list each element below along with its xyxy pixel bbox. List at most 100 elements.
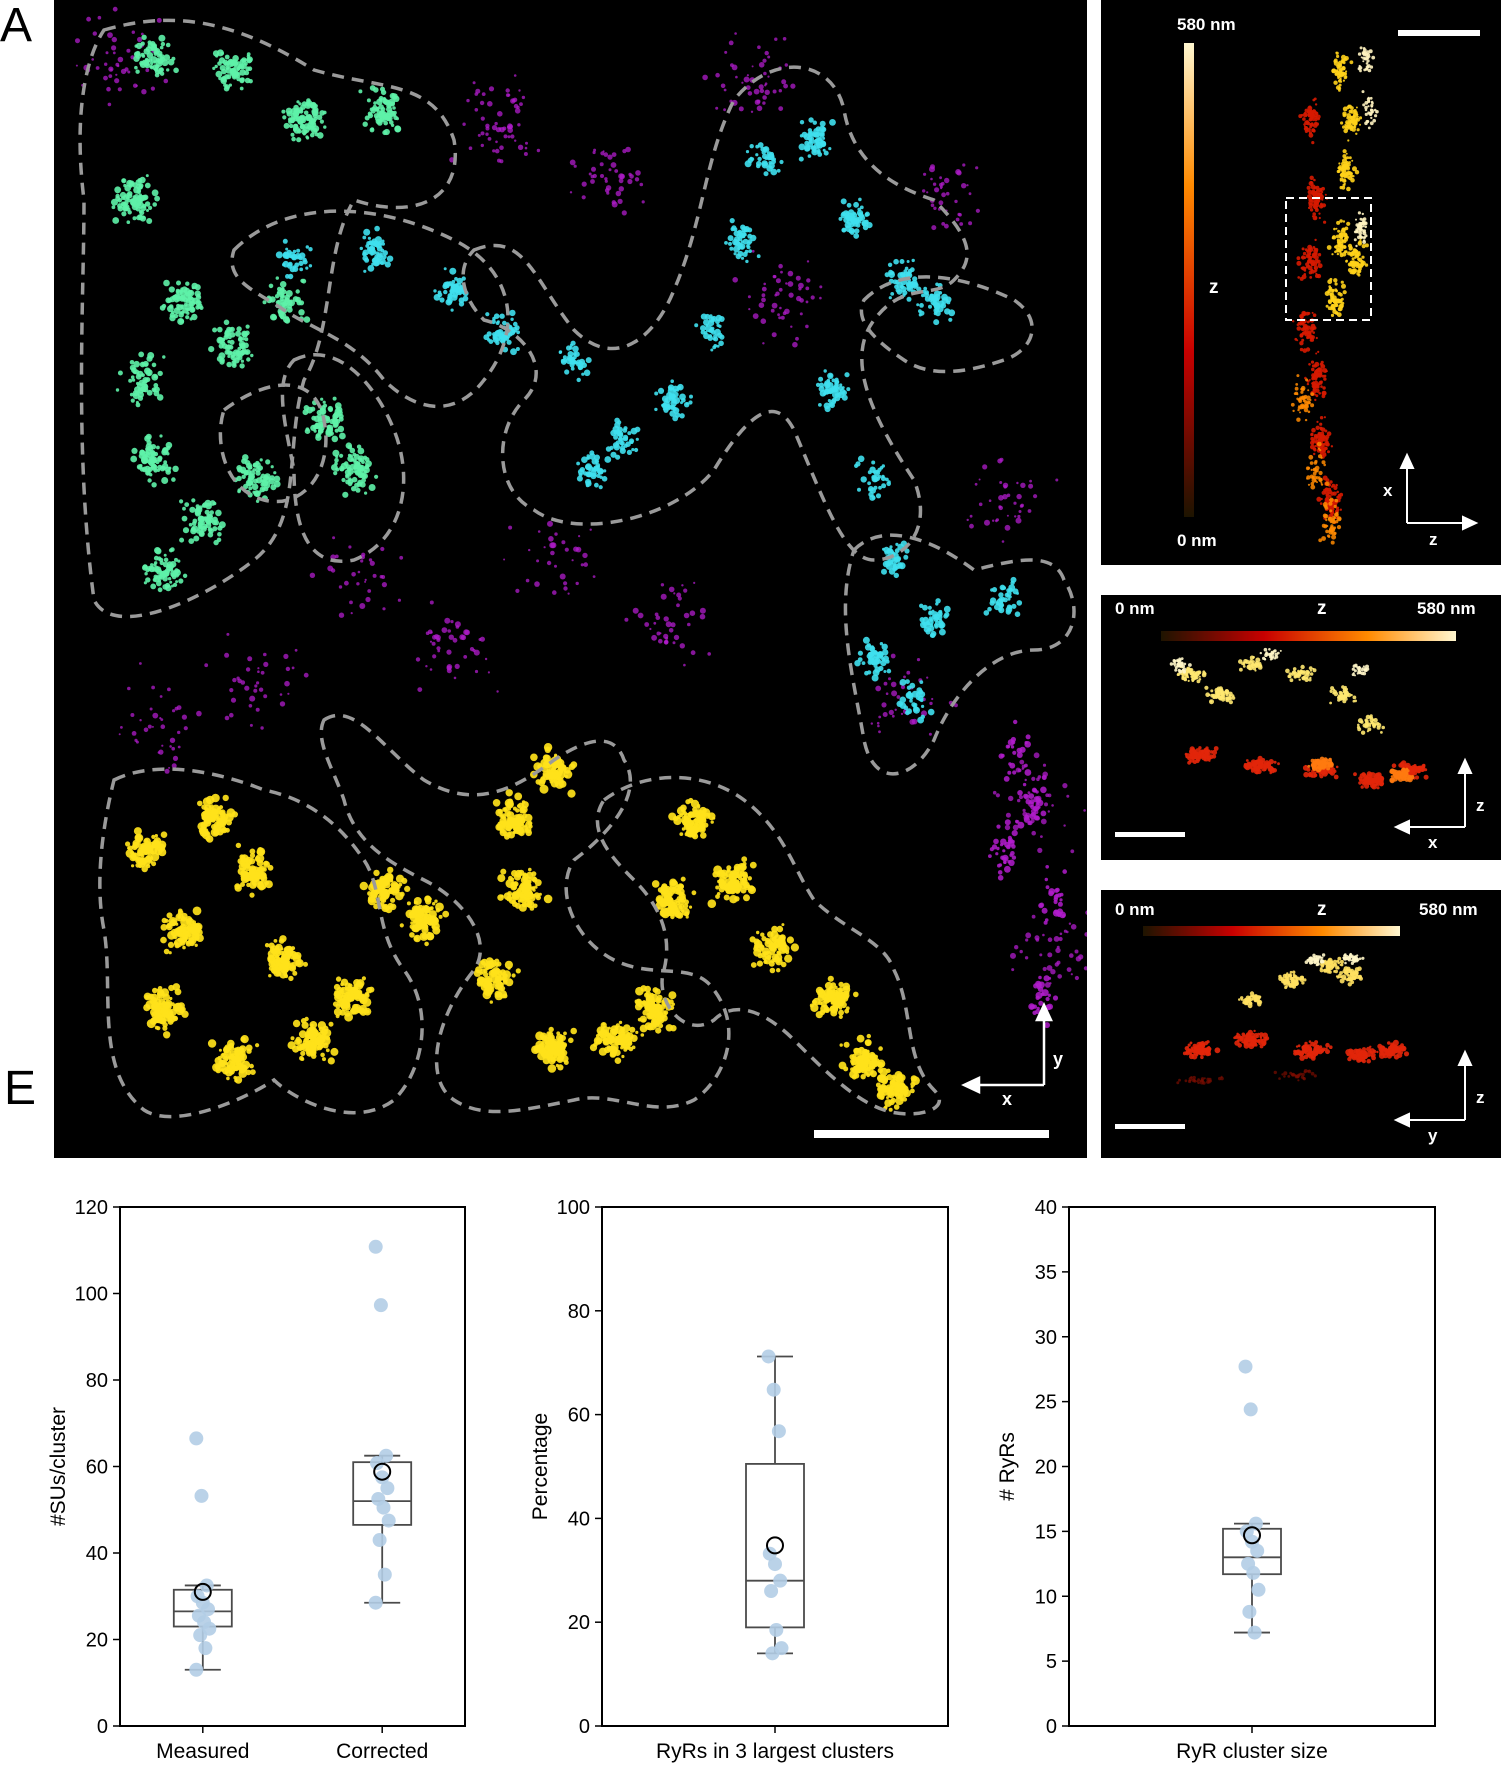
- localization-dot: [173, 307, 181, 315]
- localization-dot: [217, 532, 222, 537]
- localization-dot: [1037, 847, 1043, 854]
- localization-dot: [853, 201, 859, 208]
- localization-dot: [654, 612, 659, 617]
- localization-dot: [252, 468, 256, 472]
- localization-dot: [508, 875, 513, 881]
- localization-dot: [218, 1048, 222, 1052]
- localization-dot: [141, 466, 148, 473]
- localization-dot: [136, 215, 142, 221]
- localization-dot: [670, 379, 674, 384]
- localization-dot: [842, 390, 847, 396]
- localization-dot: [827, 399, 832, 403]
- localization-dot: [378, 97, 383, 102]
- localization-dot: [374, 474, 379, 479]
- localization-dot: [1044, 918, 1049, 922]
- localization-dot: [751, 249, 755, 253]
- localization-dot: [359, 881, 368, 891]
- localization-dot: [890, 292, 895, 296]
- localization-dot: [499, 814, 503, 818]
- localization-dot: [528, 867, 532, 872]
- localization-dot: [710, 348, 714, 352]
- localization-dot: [121, 211, 127, 217]
- localization-dot: [543, 546, 546, 549]
- localization-dot: [255, 707, 260, 712]
- localization-dot: [1007, 835, 1013, 841]
- localization-dot: [554, 564, 557, 568]
- localization-dot: [382, 254, 387, 260]
- localization-dot: [740, 240, 744, 244]
- localization-dot: [682, 903, 689, 909]
- localization-dot: [92, 31, 97, 36]
- localization-dot: [931, 697, 934, 701]
- localization-dot: [454, 277, 458, 281]
- localization-dot: [143, 992, 152, 1001]
- localization-dot: [188, 538, 195, 544]
- localization-dot: [504, 960, 513, 969]
- localization-dot: [298, 260, 304, 266]
- localization-dot: [778, 316, 782, 320]
- localization-dot: [117, 87, 122, 92]
- localization-dot: [569, 362, 575, 368]
- localization-dot: [210, 828, 220, 837]
- localization-dot: [260, 726, 264, 730]
- localization-dot: [172, 755, 179, 762]
- localization-dot: [406, 901, 411, 906]
- localization-dot: [286, 111, 293, 117]
- localization-dot: [750, 962, 757, 968]
- localization-dot: [984, 519, 990, 526]
- localization-dot: [854, 228, 860, 234]
- localization-dot: [307, 114, 312, 118]
- localization-dot: [752, 313, 759, 319]
- localization-dot: [349, 454, 353, 458]
- localization-dot: [587, 466, 594, 472]
- localization-dot: [784, 63, 788, 67]
- localization-dot: [747, 876, 752, 881]
- localization-dot: [91, 58, 94, 61]
- localization-dot: [936, 611, 943, 617]
- localization-dot: [341, 477, 346, 483]
- localization-dot: [285, 247, 289, 251]
- localization-dot: [139, 464, 143, 468]
- localization-dot: [906, 260, 910, 263]
- localization-dot: [317, 132, 324, 139]
- localization-dot: [891, 690, 898, 697]
- localization-dot: [500, 338, 506, 344]
- localization-dot: [715, 885, 720, 890]
- localization-dot: [162, 1025, 168, 1031]
- localization-dot: [163, 54, 171, 61]
- localization-dot: [339, 453, 344, 458]
- localization-dot: [315, 433, 321, 439]
- localization-dot: [679, 393, 686, 401]
- localization-dot: [691, 890, 697, 896]
- localization-dot: [834, 377, 839, 382]
- localization-dot: [356, 582, 360, 586]
- localization-dot: [615, 190, 622, 197]
- localization-dot: [292, 249, 297, 254]
- localization-dot: [1024, 769, 1032, 776]
- localization-dot: [1024, 778, 1027, 782]
- localization-dot: [512, 881, 519, 887]
- localization-dot: [138, 861, 146, 868]
- localization-dot: [363, 469, 368, 474]
- localization-dot: [187, 932, 193, 938]
- localization-dot: [425, 665, 428, 668]
- localization-dot: [795, 336, 799, 341]
- localization-dot: [202, 797, 212, 806]
- localization-dot: [164, 768, 170, 774]
- localization-dot: [921, 293, 925, 298]
- localization-dot: [398, 882, 403, 887]
- localization-dot: [340, 1002, 347, 1009]
- localization-dot: [198, 524, 203, 530]
- localization-dot: [1037, 805, 1041, 809]
- localization-dot: [734, 888, 741, 894]
- localization-dot: [299, 267, 304, 272]
- localization-dot: [1023, 816, 1030, 823]
- localization-dot: [748, 249, 752, 254]
- localization-dot: [449, 267, 457, 275]
- localization-dot: [851, 1074, 857, 1080]
- localization-dot: [917, 695, 924, 702]
- localization-dot: [140, 32, 144, 36]
- localization-dot: [550, 550, 555, 556]
- localization-dot: [1019, 759, 1025, 765]
- localization-dot: [429, 640, 433, 643]
